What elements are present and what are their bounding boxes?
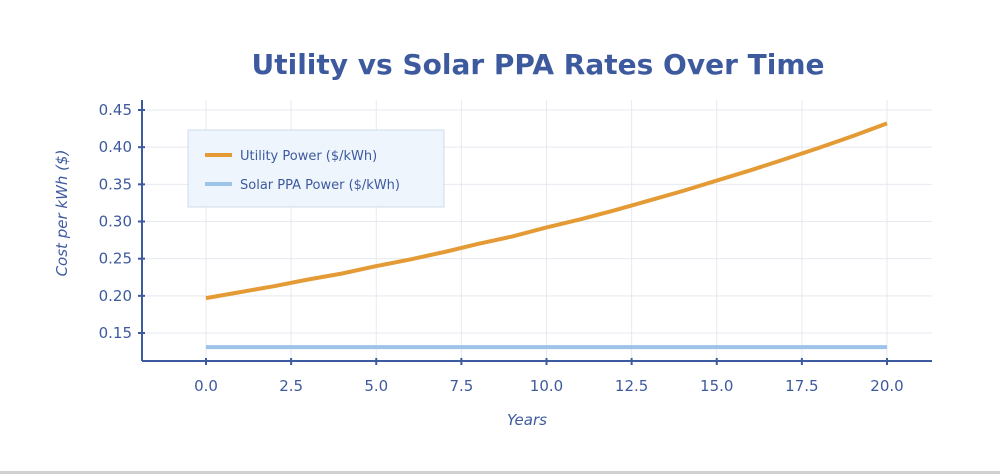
utility-power-line — [205, 121, 888, 301]
y-axis-label: Cost per kWh ($) — [53, 150, 71, 277]
y-tick-label: 0.30 — [99, 213, 132, 231]
x-tick-label: 0.0 — [194, 377, 218, 395]
y-tick-label: 0.15 — [99, 324, 132, 342]
y-tick-label: 0.40 — [99, 138, 132, 156]
chart-title: Utility vs Solar PPA Rates Over Time — [251, 48, 824, 81]
x-axis-label: Years — [507, 411, 547, 429]
legend-label-solar: Solar PPA Power ($/kWh) — [240, 178, 400, 193]
bottom-divider — [0, 471, 1000, 474]
axes — [141, 100, 932, 362]
y-tick-label: 0.35 — [99, 175, 132, 193]
x-ticks: 0.0 2.5 5.0 7.5 10.0 12.5 15.0 17.5 20.0 — [194, 358, 904, 395]
x-tick-label: 15.0 — [700, 377, 733, 395]
x-tick-label: 17.5 — [785, 377, 818, 395]
y-tick-label: 0.20 — [99, 287, 132, 305]
y-tick-label: 0.45 — [99, 101, 132, 119]
x-tick-label: 10.0 — [530, 377, 563, 395]
x-tick-label: 12.5 — [615, 377, 648, 395]
x-tick-label: 20.0 — [870, 377, 903, 395]
y-ticks: 0.15 0.20 0.25 0.30 0.35 0.40 0.45 — [99, 101, 145, 342]
y-tick-label: 0.25 — [99, 250, 132, 268]
legend-box — [187, 129, 445, 208]
series-group — [205, 121, 888, 350]
x-tick-label: 5.0 — [364, 377, 388, 395]
legend-label-utility: Utility Power ($/kWh) — [240, 149, 377, 164]
legend: Utility Power ($/kWh) Solar PPA Power ($… — [187, 129, 445, 208]
x-tick-label: 7.5 — [449, 377, 473, 395]
x-tick-label: 2.5 — [279, 377, 303, 395]
